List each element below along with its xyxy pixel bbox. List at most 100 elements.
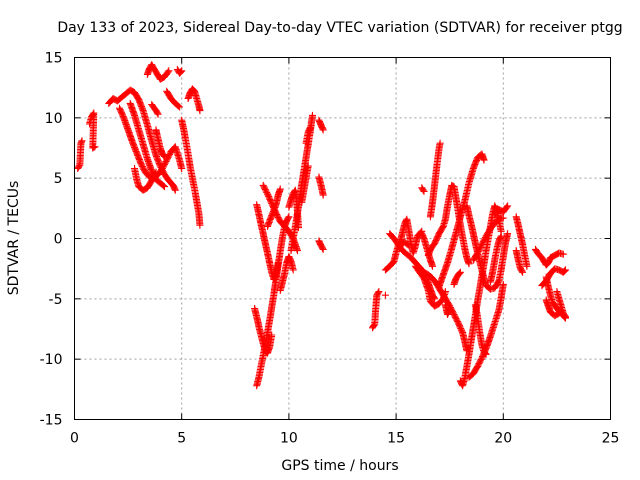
y-tick-label: 0 <box>54 232 63 248</box>
data-point <box>465 260 473 268</box>
data-point <box>319 126 327 134</box>
data-point <box>161 152 168 160</box>
data-point <box>152 168 160 176</box>
chart-title: Day 133 of 2023, Sidereal Day-to-day VTE… <box>57 20 622 36</box>
data-point <box>268 331 276 339</box>
data-point <box>430 294 438 302</box>
data-point <box>504 202 512 210</box>
data-point <box>452 315 460 323</box>
data-point <box>499 214 507 222</box>
data-point <box>178 165 186 172</box>
y-tick-label: 15 <box>45 51 63 67</box>
data-point <box>159 151 167 159</box>
data-point <box>559 250 567 258</box>
data-point <box>289 266 297 274</box>
data-point <box>504 230 512 238</box>
data-point <box>319 191 327 199</box>
data-point <box>274 259 282 267</box>
data-point <box>160 152 168 160</box>
data-point <box>476 245 484 253</box>
data-point <box>374 289 382 297</box>
data-point <box>405 242 413 250</box>
data-point <box>456 268 464 276</box>
y-axis-label: SDTVAR / TECUs <box>6 181 22 296</box>
data-point <box>175 102 182 110</box>
data-point <box>285 213 293 221</box>
data-point <box>160 182 167 190</box>
data-point <box>562 313 569 321</box>
tick-labels: 0 5 10 15 20 25 -15 -10 -5 0 5 10 15 <box>40 51 620 447</box>
data-point <box>497 233 505 241</box>
data-point <box>561 312 569 320</box>
y-tick-label: 10 <box>45 111 63 127</box>
data-point <box>276 185 284 193</box>
data-point <box>518 267 526 275</box>
data-point <box>304 162 312 170</box>
data-point <box>150 172 158 180</box>
data-point <box>177 68 185 76</box>
data-point <box>560 268 568 275</box>
data-point <box>319 244 326 252</box>
data-point <box>480 156 488 164</box>
data-point <box>176 103 184 111</box>
data-point <box>284 214 292 222</box>
data-point <box>90 143 98 151</box>
data-point <box>151 170 159 177</box>
x-tick-label: 5 <box>177 431 186 447</box>
data-point <box>262 187 270 195</box>
data-point <box>431 295 439 303</box>
data-point <box>503 203 511 211</box>
x-tick-label: 20 <box>494 431 512 447</box>
data-point <box>176 68 184 76</box>
data-point <box>381 291 389 299</box>
data-point <box>309 111 316 119</box>
axis-ticks <box>74 57 611 420</box>
data-point <box>429 262 436 270</box>
x-axis-label: GPS time / hours <box>281 458 398 474</box>
data-point <box>481 350 489 357</box>
data-point <box>164 68 172 76</box>
y-tick-label: 5 <box>54 171 63 187</box>
data-point <box>164 153 172 161</box>
data-point <box>519 268 527 276</box>
data-point <box>499 280 507 288</box>
data-point <box>171 185 179 193</box>
data-point <box>419 186 427 194</box>
data-point <box>455 270 463 278</box>
data-point <box>441 288 449 296</box>
data-points <box>74 61 569 390</box>
data-point <box>78 137 86 145</box>
data-point <box>481 349 489 357</box>
data-point <box>149 174 157 182</box>
data-point <box>294 247 301 255</box>
data-point <box>497 232 505 240</box>
data-point <box>171 186 179 194</box>
data-point <box>436 139 444 147</box>
data-point <box>446 305 454 312</box>
data-point <box>420 187 428 195</box>
data-point <box>306 124 314 131</box>
data-point <box>196 107 204 115</box>
data-point <box>404 241 412 249</box>
data-point <box>523 262 531 270</box>
data-point <box>561 267 569 275</box>
y-tick-label: -15 <box>40 413 63 429</box>
data-point <box>153 109 161 117</box>
data-point <box>482 350 490 358</box>
data-point <box>562 266 569 274</box>
data-point <box>451 313 459 321</box>
data-point <box>165 67 173 75</box>
data-point <box>91 143 99 151</box>
data-point <box>475 246 483 254</box>
y-tick-label: -5 <box>49 292 63 308</box>
data-point <box>196 221 204 229</box>
x-tick-label: 15 <box>387 431 405 447</box>
x-tick-label: 10 <box>280 431 298 447</box>
data-point <box>161 183 168 191</box>
x-tick-label: 0 <box>70 431 79 447</box>
x-tick-label: 25 <box>602 431 620 447</box>
y-tick-label: -10 <box>40 352 63 368</box>
data-point <box>154 110 162 118</box>
data-point <box>554 310 562 318</box>
